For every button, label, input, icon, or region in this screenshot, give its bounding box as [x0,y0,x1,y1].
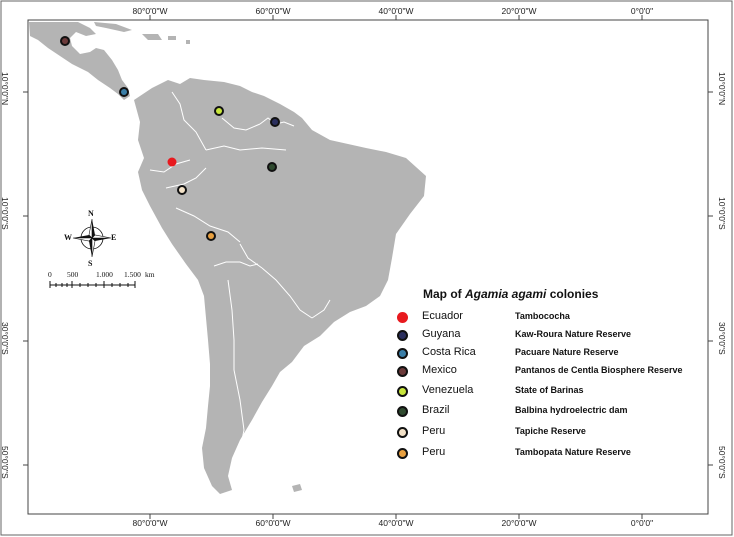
lon-label-bottom: 20°0'0"W [501,518,537,528]
legend-country: Costa Rica [422,346,476,358]
legend-site: Pacuare Nature Reserve [515,347,619,357]
legend-dot [397,406,408,417]
marker-brazil[interactable] [267,162,277,172]
legend-dot [397,366,408,377]
legend-item: Venezuela State of Barinas [395,383,695,401]
caribbean-islands [142,34,190,44]
country-borders [149,91,331,461]
marker-peru-tambopata[interactable] [206,231,216,241]
legend-site: Tambopata Nature Reserve [515,447,631,457]
legend-site: Pantanos de Centla Biosphere Reserve [515,365,683,375]
legend-dot [397,348,408,359]
lon-label-top: 80°0'0"W [132,6,168,16]
legend-title-species: Agamia agami [465,287,547,301]
scale-tick-label: 0 [48,270,52,279]
land [29,22,426,494]
legend-dot [397,427,408,438]
marker-ecuador[interactable] [167,157,177,167]
lon-label-bottom: 60°0'0"W [255,518,291,528]
lat-label-right: 50°0'0"S [717,446,727,479]
scale-bar [49,281,136,288]
legend-item: Guyana Kaw-Roura Nature Reserve [395,327,695,345]
cuba-landmass [94,22,132,32]
compass-north-label: N [88,209,94,218]
lon-label-top: 0°0'0" [630,6,654,16]
legend-site: Kaw-Roura Nature Reserve [515,329,632,339]
legend-site: Tapiche Reserve [515,426,586,436]
scale-unit-label: km [145,270,155,279]
marker-guyana[interactable] [270,117,280,127]
legend-item: Ecuador Tambococha [395,309,695,327]
scale-tick-label: 1.500 [124,270,141,279]
legend-country: Ecuador [422,310,463,322]
lon-label-bottom: 40°0'0"W [378,518,414,528]
legend-site: Tambococha [515,311,570,321]
lat-label-right: 10°0'0"S [717,197,727,230]
marker-venezuela[interactable] [214,106,224,116]
lon-label-top: 40°0'0"W [378,6,414,16]
south-america-landmass [134,78,426,494]
legend-item: Costa Rica Pacuare Nature Reserve [395,345,695,363]
legend-dot [397,386,408,397]
lat-label-left: 50°0'0"S [0,446,10,479]
lat-label-left: 30°0'0"S [0,322,10,355]
legend-title: Map of Agamia agami colonies [423,287,598,301]
lon-label-top: 60°0'0"W [255,6,291,16]
marker-peru-tapiche[interactable] [177,185,187,195]
scale-tick-label: 1.000 [96,270,113,279]
legend-country: Mexico [422,364,457,376]
legend-dot [397,312,408,323]
legend-country: Venezuela [422,384,474,396]
colony-markers [60,36,280,241]
legend-country: Peru [422,446,446,458]
legend-item: Peru Tapiche Reserve [395,424,695,442]
marker-costa-rica[interactable] [119,87,129,97]
legend-title-suffix: colonies [546,287,599,301]
compass-icon [72,218,112,258]
legend-dot [397,330,408,341]
central-america-landmass [29,22,130,100]
legend-country: Brazil [422,404,450,416]
legend-country: Peru [422,425,446,437]
marker-mexico[interactable] [60,36,70,46]
compass-east-label: E [111,233,117,242]
lat-label-left: 10°0'0"N [0,72,10,106]
legend-dot [397,448,408,459]
lon-label-bottom: 80°0'0"W [132,518,168,528]
legend-item: Brazil Balbina hydroelectric dam [395,403,695,421]
legend-item: Peru Tambopata Nature Reserve [395,445,695,463]
compass-south-label: S [88,259,93,268]
lon-label-bottom: 0°0'0" [630,518,654,528]
lat-label-right: 10°0'0"N [717,72,727,106]
legend-item: Mexico Pantanos de Centla Biosphere Rese… [395,363,695,381]
legend-title-prefix: Map of [423,287,465,301]
compass-west-label: W [64,233,72,242]
lat-label-right: 30°0'0"S [717,322,727,355]
lon-label-top: 20°0'0"W [501,6,537,16]
legend-site: State of Barinas [515,385,584,395]
graticule-ticks [23,15,713,519]
legend-country: Guyana [422,328,461,340]
falkland-islands [292,484,302,492]
legend-site: Balbina hydroelectric dam [515,405,628,415]
lat-label-left: 10°0'0"S [0,197,10,230]
scale-tick-label: 500 [67,270,79,279]
